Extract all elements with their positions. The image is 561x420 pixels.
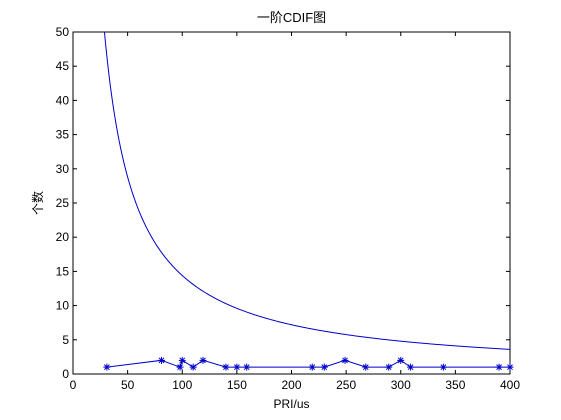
x-tick-label: 300: [391, 378, 411, 392]
star-marker: [103, 363, 111, 371]
y-tick-labels: 0 5 10 15 20 25 30 35 40 45 50: [56, 25, 70, 381]
y-tick-label: 5: [62, 333, 69, 347]
x-tick-label: 250: [336, 378, 356, 392]
star-marker: [157, 356, 165, 364]
star-marker: [222, 363, 230, 371]
y-tick-label: 10: [56, 299, 70, 313]
star-marker: [189, 363, 197, 371]
x-tick-labels: 0 50 100 150 200 250 300 350 400: [70, 378, 521, 392]
y-tick-label: 20: [56, 230, 70, 244]
star-marker: [362, 363, 370, 371]
x-tick-label: 400: [500, 378, 520, 392]
star-marker: [308, 363, 316, 371]
axis-ticks: [72, 31, 511, 375]
y-tick-label: 50: [56, 25, 70, 39]
star-marker: [199, 356, 207, 364]
x-tick-label: 50: [121, 378, 135, 392]
star-marker: [243, 363, 251, 371]
star-marker: [320, 363, 328, 371]
y-tick-label: 0: [62, 367, 69, 381]
x-tick-label: 0: [70, 378, 77, 392]
star-marker: [385, 363, 393, 371]
star-marker: [506, 363, 514, 371]
star-marker: [176, 363, 184, 371]
y-tick-label: 30: [56, 162, 70, 176]
star-marker: [178, 356, 186, 364]
x-axis-label: PRI/us: [273, 397, 309, 411]
y-tick-label: 45: [56, 59, 70, 73]
star-marker: [233, 363, 241, 371]
series-layer: [103, 31, 514, 371]
x-tick-label: 200: [281, 378, 301, 392]
x-tick-label: 350: [445, 378, 465, 392]
plot-area: [72, 31, 511, 375]
y-tick-label: 35: [56, 128, 70, 142]
chart-title: 一阶CDIF图: [257, 10, 326, 25]
star-marker: [495, 363, 503, 371]
x-tick-label: 150: [227, 378, 247, 392]
y-tick-label: 15: [56, 264, 70, 278]
star-marker: [397, 356, 405, 364]
star-marker: [341, 356, 349, 364]
x-tick-label: 100: [172, 378, 192, 392]
star-marker: [407, 363, 415, 371]
y-axis-label: 个数: [30, 191, 45, 215]
series-curve: [103, 31, 511, 350]
y-tick-label: 25: [56, 196, 70, 210]
y-tick-label: 40: [56, 93, 70, 107]
star-marker: [439, 363, 447, 371]
